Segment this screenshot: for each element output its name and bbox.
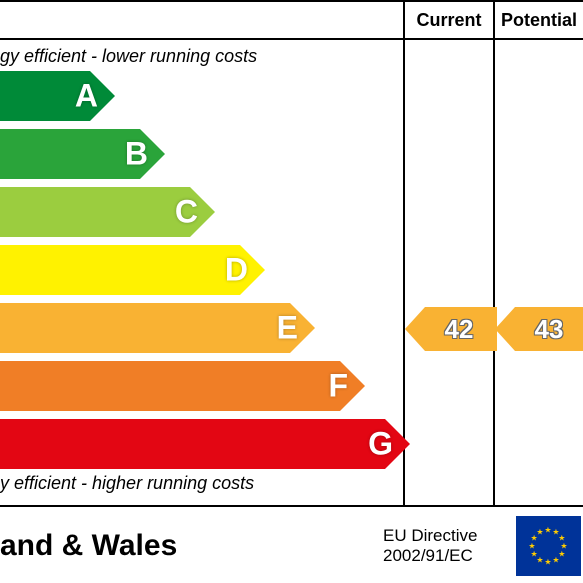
header-potential: Potential [495, 2, 583, 38]
header-current: Current [405, 2, 495, 38]
epc-chart: Current Potential gy efficient - lower r… [0, 0, 583, 583]
bar-label: E [277, 310, 298, 347]
current-column: 42 [405, 40, 495, 505]
bar-label: B [125, 136, 148, 173]
current-rating-arrow: 42 [405, 307, 497, 351]
directive-block: EU Directive 2002/91/EC [379, 507, 513, 583]
bar-label: G [368, 426, 393, 463]
bar-label: A [75, 78, 98, 115]
rating-bar-a: A [0, 71, 403, 121]
potential-rating-arrow: 43 [495, 307, 583, 351]
directive-line2: 2002/91/EC [383, 546, 513, 566]
rating-bar-f: F [0, 361, 403, 411]
caption-top: gy efficient - lower running costs [0, 46, 403, 67]
rating-bar-b: B [0, 129, 403, 179]
potential-value: 43 [515, 307, 583, 351]
caption-bottom: y efficient - higher running costs [0, 473, 403, 494]
eu-flag-icon: ★★★★★★★★★★★★ [516, 516, 581, 576]
region-label: and & Wales [0, 507, 379, 583]
current-value: 42 [425, 307, 497, 351]
rating-bar-e: E [0, 303, 403, 353]
rating-bar-d: D [0, 245, 403, 295]
potential-column: 43 [495, 40, 583, 505]
chart-area: gy efficient - lower running costs ABCDE… [0, 40, 405, 505]
header-spacer [0, 2, 405, 38]
rating-bar-c: C [0, 187, 403, 237]
arrow-head-icon [495, 307, 515, 351]
rating-bars: ABCDEFG [0, 71, 403, 469]
eu-flag-container: ★★★★★★★★★★★★ [513, 507, 583, 583]
header-row: Current Potential [0, 2, 583, 40]
directive-line1: EU Directive [383, 526, 513, 546]
footer-row: and & Wales EU Directive 2002/91/EC ★★★★… [0, 507, 583, 583]
bar-label: C [175, 194, 198, 231]
arrow-head-icon [405, 307, 425, 351]
bar-label: F [328, 368, 348, 405]
bar-label: D [225, 252, 248, 289]
rating-bar-g: G [0, 419, 403, 469]
main-row: gy efficient - lower running costs ABCDE… [0, 40, 583, 507]
